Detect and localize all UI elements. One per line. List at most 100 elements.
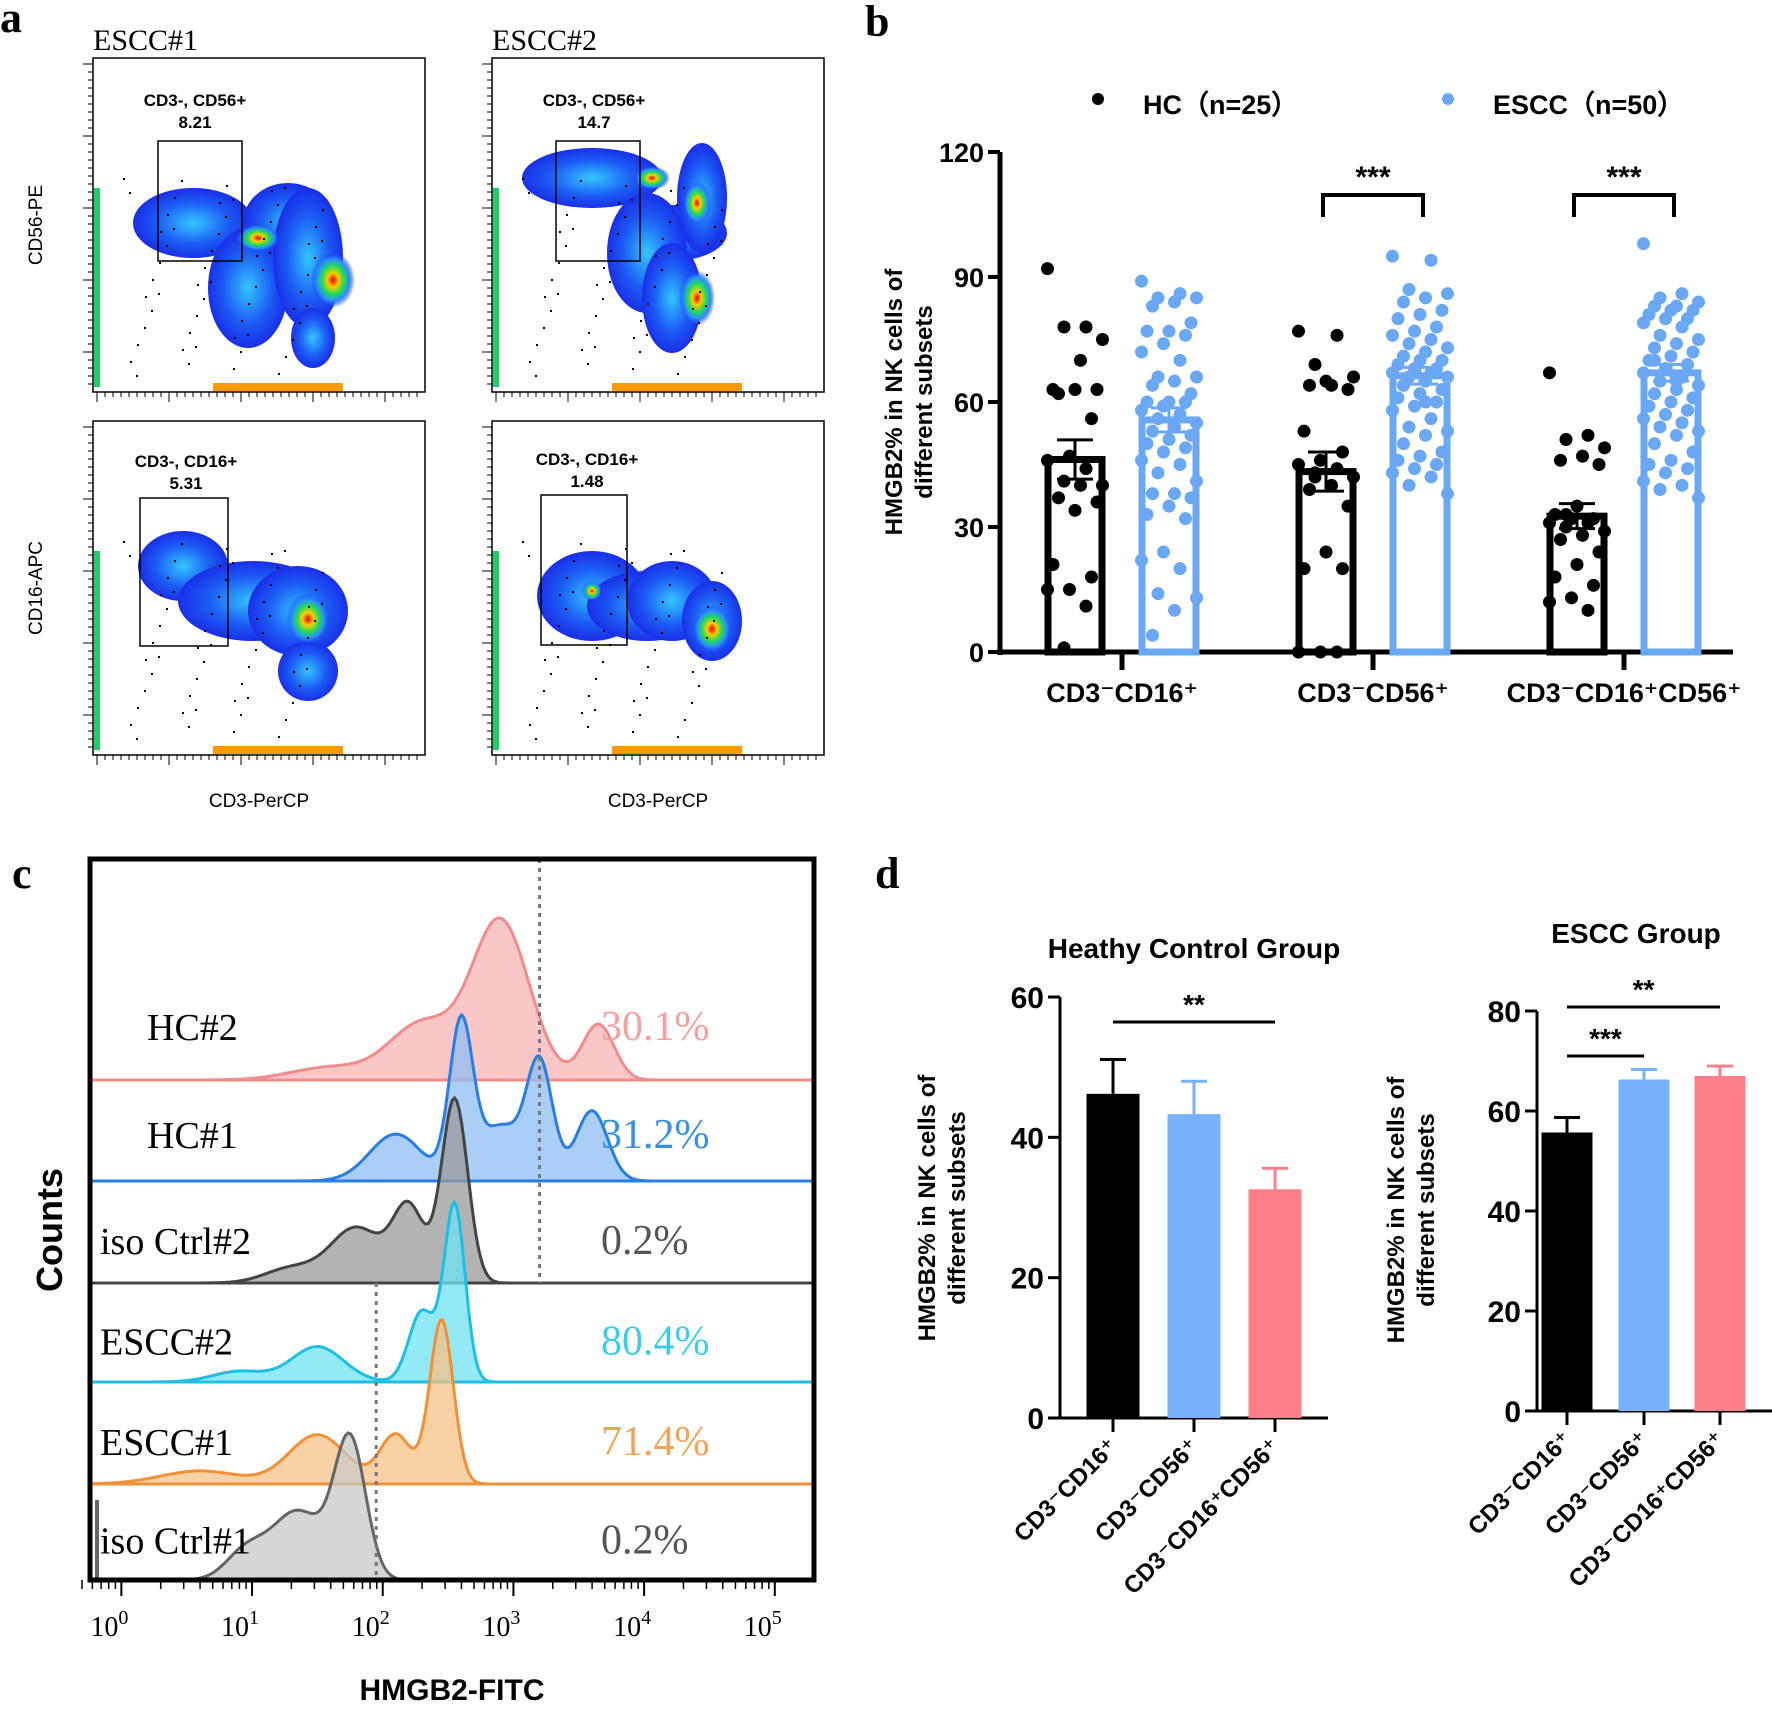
- gate-rectangle: [555, 140, 641, 262]
- data-point-hc: [1041, 453, 1054, 467]
- event-dot: [241, 320, 243, 322]
- data-point-hc: [1052, 491, 1065, 505]
- histogram-label: ESCC#2: [100, 1321, 233, 1363]
- axis-pileup: [493, 188, 499, 387]
- event-dot: [182, 349, 184, 351]
- data-point-escc: [1140, 508, 1154, 521]
- data-point-hc: [1565, 591, 1578, 605]
- data-point-hc: [1063, 583, 1076, 596]
- data-point-escc: [1692, 378, 1705, 392]
- y-tick-label: 0: [1504, 1396, 1521, 1429]
- event-dot: [278, 736, 280, 738]
- event-dot: [248, 303, 250, 305]
- event-dot: [596, 284, 598, 286]
- data-point-hc: [1090, 383, 1104, 396]
- event-dot: [587, 726, 589, 728]
- event-dot: [529, 361, 531, 363]
- density-peak: [683, 181, 711, 225]
- data-point-escc: [1402, 420, 1416, 434]
- density-peak: [634, 166, 670, 190]
- event-dot: [211, 613, 213, 615]
- event-dot: [137, 707, 139, 709]
- event-dot: [670, 553, 672, 555]
- event-dot: [308, 243, 310, 245]
- data-point-escc: [1659, 312, 1672, 326]
- density-region: [642, 243, 702, 353]
- event-dot: [167, 214, 169, 216]
- sample-title-escc2: ESCC#2: [492, 24, 597, 57]
- data-point-hc: [1543, 366, 1556, 380]
- data-point-hc: [1587, 578, 1600, 592]
- event-dot: [631, 562, 633, 564]
- event-dot: [255, 286, 257, 288]
- gate-value: 8.21: [178, 113, 211, 132]
- panel-label-c: c: [12, 849, 32, 898]
- data-point-hc: [1063, 449, 1076, 463]
- event-dot: [241, 683, 243, 685]
- data-point-escc: [1430, 320, 1443, 334]
- event-dot: [683, 550, 685, 552]
- event-dot: [240, 351, 242, 353]
- event-dot: [225, 579, 227, 581]
- gate-value: 14.7: [577, 113, 610, 132]
- event-dot: [219, 565, 221, 567]
- event-dot: [618, 202, 620, 204]
- event-dot: [159, 262, 161, 264]
- data-point-escc: [1168, 374, 1181, 388]
- event-dot: [632, 731, 634, 733]
- event-dot: [706, 637, 708, 639]
- event-dot: [262, 632, 264, 634]
- data-point-escc: [1424, 470, 1438, 484]
- y-axis-label-line1: HMGB2% in NK cells of: [881, 268, 908, 536]
- event-dot: [321, 603, 323, 605]
- event-dot: [293, 671, 295, 673]
- event-dot: [203, 298, 205, 300]
- data-point-hc: [1341, 383, 1355, 396]
- event-dot: [603, 267, 605, 269]
- event-dot: [528, 192, 530, 194]
- y-tick-label: 60: [954, 388, 984, 418]
- data-point-escc: [1173, 458, 1187, 471]
- event-dot: [263, 238, 265, 240]
- y-axis-label-cd56: CD56-PE: [26, 185, 47, 265]
- y-axis-label-counts: Counts: [29, 1168, 70, 1292]
- data-point-escc: [1157, 445, 1170, 459]
- density-peak: [692, 605, 732, 653]
- event-dot: [173, 228, 175, 230]
- gate-rectangle: [540, 494, 628, 646]
- flow-cytometry-plots: [83, 57, 825, 765]
- data-point-escc: [1419, 428, 1432, 442]
- bar: [1248, 1189, 1302, 1418]
- event-dot: [195, 709, 197, 711]
- significance-label: ***: [1589, 1023, 1622, 1054]
- event-dot: [691, 702, 693, 704]
- significance-bracket: [1572, 193, 1676, 217]
- event-dot: [609, 281, 611, 283]
- event-dot: [159, 625, 161, 627]
- event-dot: [285, 719, 287, 721]
- data-point-escc: [1637, 237, 1650, 251]
- event-dot: [670, 190, 672, 192]
- event-dot: [572, 591, 574, 593]
- y-tick-label: 20: [1488, 1296, 1521, 1329]
- data-point-hc: [1303, 378, 1316, 392]
- data-point-hc: [1330, 645, 1344, 659]
- gate-value: 1.48: [570, 472, 603, 491]
- gate-name: CD3-, CD56+: [144, 91, 247, 110]
- data-point-hc: [1543, 516, 1556, 530]
- bar: [1167, 1114, 1221, 1418]
- event-dot: [233, 731, 235, 733]
- event-dot: [174, 560, 176, 562]
- event-dot: [204, 267, 206, 269]
- data-point-escc: [1184, 428, 1198, 442]
- gate-rectangle: [157, 140, 243, 262]
- event-dot: [646, 697, 648, 699]
- event-dot: [721, 209, 723, 211]
- data-point-escc: [1675, 287, 1689, 301]
- event-dot: [232, 562, 234, 564]
- event-dot: [306, 668, 308, 670]
- data-point-escc: [1692, 491, 1705, 505]
- axis-pileup: [213, 746, 343, 754]
- data-point-escc: [1408, 324, 1421, 338]
- event-dot: [536, 344, 538, 346]
